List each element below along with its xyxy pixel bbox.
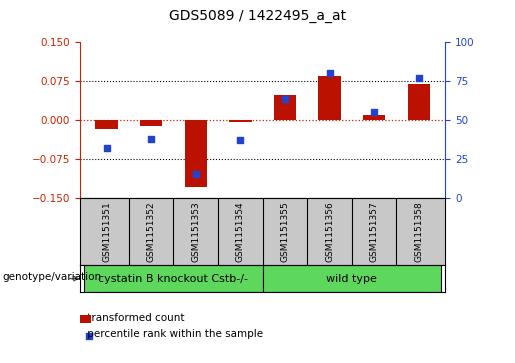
Point	[281, 97, 289, 102]
Bar	[318, 76, 341, 120]
Text: GSM1151358: GSM1151358	[414, 201, 423, 262]
Bar	[229, 120, 251, 122]
Text: genotype/variation: genotype/variation	[3, 272, 101, 282]
Point	[186, 291, 195, 297]
Text: GSM1151357: GSM1151357	[370, 201, 379, 262]
Point	[147, 136, 156, 142]
Bar	[263, 265, 441, 292]
Text: cystatin B knockout Cstb-/-: cystatin B knockout Cstb-/-	[98, 274, 248, 284]
Point	[370, 109, 378, 115]
Text: GSM1151354: GSM1151354	[236, 201, 245, 262]
Bar	[274, 95, 296, 120]
Text: GDS5089 / 1422495_a_at: GDS5089 / 1422495_a_at	[169, 9, 346, 23]
Text: GSM1151353: GSM1151353	[191, 201, 200, 262]
Point	[236, 137, 245, 143]
Point	[192, 172, 200, 178]
Text: GSM1151352: GSM1151352	[147, 201, 156, 262]
Text: GSM1151355: GSM1151355	[281, 201, 289, 262]
Bar	[140, 120, 162, 126]
Text: GSM1151356: GSM1151356	[325, 201, 334, 262]
Bar	[407, 85, 430, 120]
Bar	[184, 120, 207, 187]
Bar	[95, 120, 118, 129]
Text: percentile rank within the sample: percentile rank within the sample	[84, 329, 263, 339]
Text: wild type: wild type	[327, 274, 377, 284]
Text: transformed count: transformed count	[84, 313, 184, 323]
Text: GSM1151351: GSM1151351	[102, 201, 111, 262]
Bar	[84, 265, 263, 292]
Bar	[363, 115, 385, 120]
Point	[415, 75, 423, 81]
Point	[102, 145, 111, 151]
Point	[325, 70, 334, 76]
